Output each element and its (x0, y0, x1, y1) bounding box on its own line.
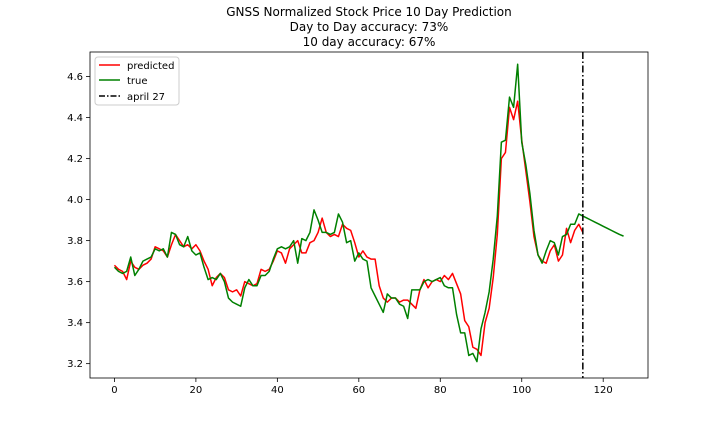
title-line-1: GNSS Normalized Stock Price 10 Day Predi… (226, 5, 512, 19)
legend: predicted true april 27 (94, 56, 180, 106)
title-line-2: Day to Day accuracy: 73% (290, 20, 449, 34)
plot-area: 0 20 40 60 80 100 120 3.2 3.4 3.6 3.8 4.0 4.2 4.4 4.6 (67, 51, 649, 396)
title-line-3: 10 day accuracy: 67% (303, 35, 436, 49)
y-tick-label: 4.4 (67, 113, 83, 124)
x-tick-label: 80 (434, 385, 447, 396)
legend-label-april-27: april 27 (127, 92, 165, 103)
x-tick-label: 0 (111, 385, 117, 396)
axes-frame (89, 51, 649, 379)
x-tick-label: 20 (190, 385, 203, 396)
x-tick-label: 100 (512, 385, 531, 396)
series-line-true (113, 63, 624, 363)
x-tick-label: 40 (271, 385, 284, 396)
y-tick-label: 4.0 (67, 195, 83, 206)
legend-label-true: true (127, 76, 148, 87)
legend-box (94, 56, 180, 106)
y-tick-label: 4.2 (67, 154, 83, 165)
legend-label-predicted: predicted (127, 61, 174, 72)
y-tick-label: 3.2 (67, 359, 83, 370)
y-tick-label: 3.6 (67, 277, 83, 288)
x-tick-label: 120 (594, 385, 613, 396)
y-tick-label: 3.8 (67, 236, 83, 247)
x-tick-label: 60 (352, 385, 365, 396)
y-tick-label: 4.6 (67, 72, 83, 83)
y-tick-label: 3.4 (67, 318, 83, 329)
chart-title: GNSS Normalized Stock Price 10 Day Predi… (226, 5, 512, 49)
series-line-predicted (113, 100, 584, 357)
